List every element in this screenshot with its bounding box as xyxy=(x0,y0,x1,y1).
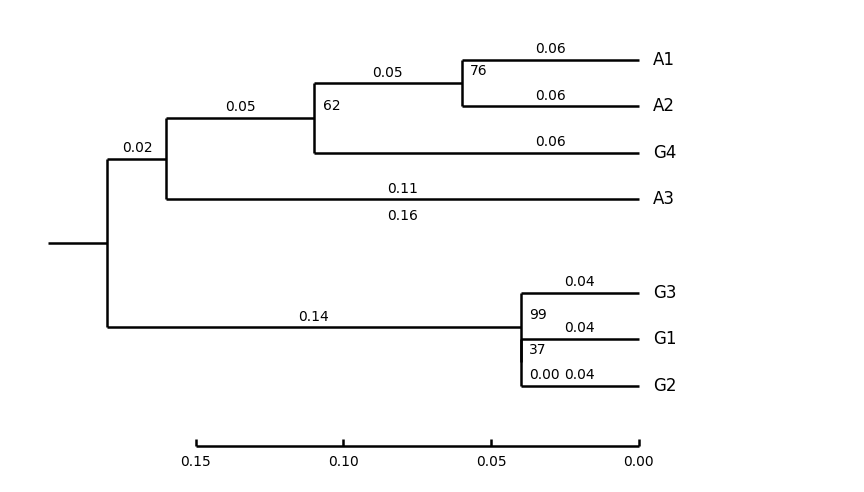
Text: G1: G1 xyxy=(653,330,677,348)
Text: A3: A3 xyxy=(653,190,676,209)
Text: A2: A2 xyxy=(653,97,676,116)
Text: 0.11: 0.11 xyxy=(387,182,418,196)
Text: 0.04: 0.04 xyxy=(564,368,594,382)
Text: 0.10: 0.10 xyxy=(328,455,359,469)
Text: 0.06: 0.06 xyxy=(535,135,565,149)
Text: 37: 37 xyxy=(530,343,547,357)
Text: 0.15: 0.15 xyxy=(181,455,212,469)
Text: 0.05: 0.05 xyxy=(225,100,256,114)
Text: 0.06: 0.06 xyxy=(535,42,565,56)
Text: 0.06: 0.06 xyxy=(535,89,565,103)
Text: G2: G2 xyxy=(653,376,677,395)
Text: 0.05: 0.05 xyxy=(476,455,506,469)
Text: G4: G4 xyxy=(653,144,677,162)
Text: A1: A1 xyxy=(653,51,676,69)
Text: 0.02: 0.02 xyxy=(122,141,152,155)
Text: 0.04: 0.04 xyxy=(564,321,594,335)
Text: 0.00: 0.00 xyxy=(623,455,654,469)
Text: 0.14: 0.14 xyxy=(299,309,329,324)
Text: 76: 76 xyxy=(470,63,488,78)
Text: 99: 99 xyxy=(530,308,547,322)
Text: 0.05: 0.05 xyxy=(372,65,403,80)
Text: 0.04: 0.04 xyxy=(564,275,594,289)
Text: 62: 62 xyxy=(323,98,340,113)
Text: 0.16: 0.16 xyxy=(387,209,418,223)
Text: G3: G3 xyxy=(653,283,677,302)
Text: 0.00: 0.00 xyxy=(530,368,560,382)
